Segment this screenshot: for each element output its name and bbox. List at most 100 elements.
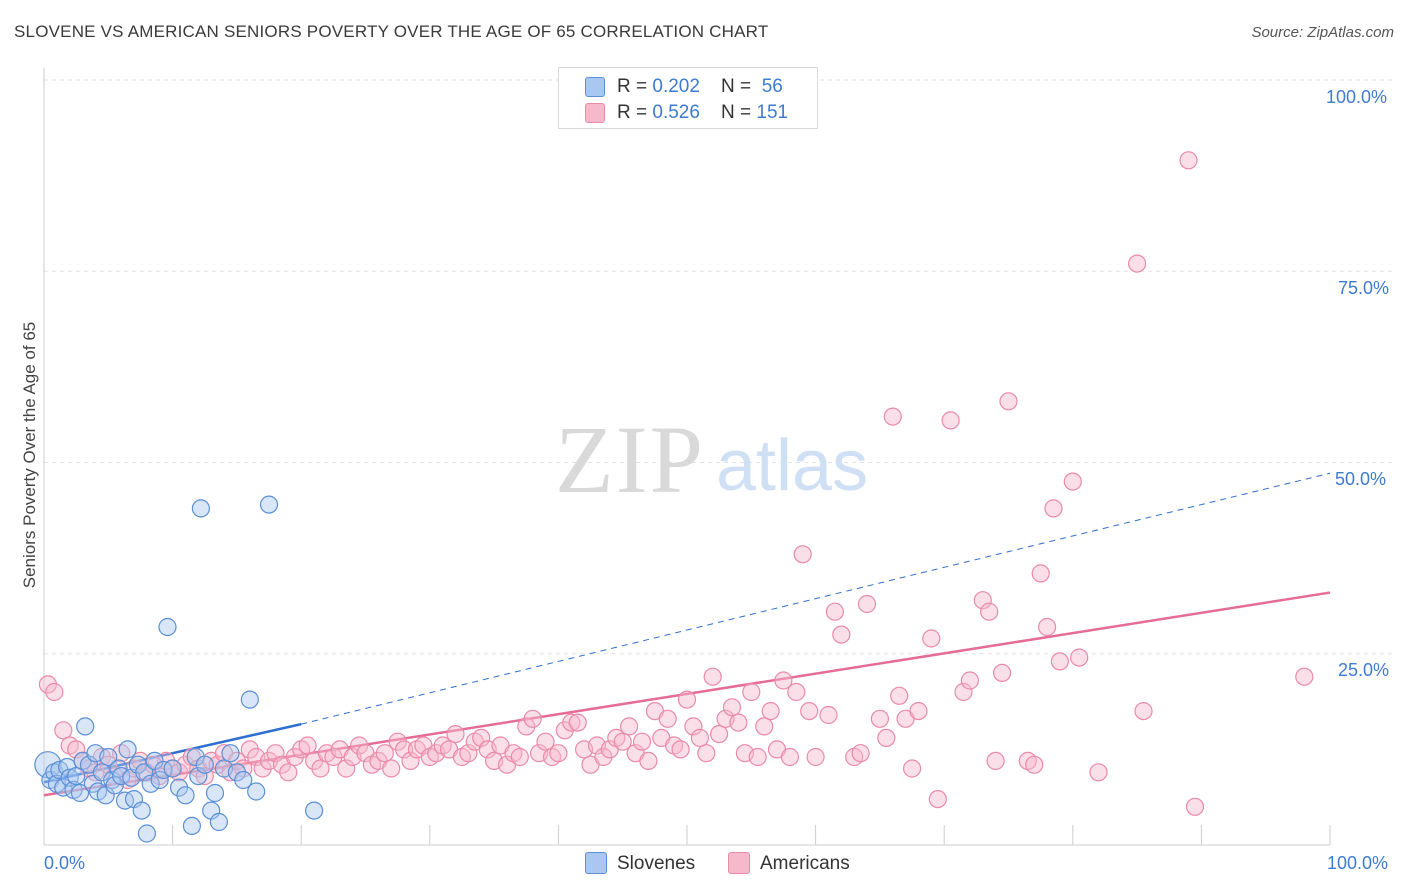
legend-r-label: R = — [617, 76, 653, 97]
american-point — [1025, 755, 1044, 774]
american-point — [639, 751, 658, 771]
slovene-point — [186, 747, 205, 767]
slovene-point — [176, 786, 195, 805]
american-point — [279, 763, 298, 782]
american-point — [54, 721, 73, 740]
american-point — [1050, 652, 1070, 671]
american-point — [549, 744, 568, 763]
american-point — [1037, 617, 1057, 637]
slovene-point — [305, 801, 324, 820]
american-point — [870, 709, 890, 728]
american-point — [877, 728, 896, 748]
slovene-point — [57, 757, 77, 777]
american-point — [883, 407, 902, 426]
slovene-point — [67, 766, 86, 786]
american-point — [658, 709, 677, 728]
american-point — [793, 545, 812, 564]
y-tick-50: 50.0% — [1335, 469, 1387, 489]
american-point — [45, 682, 64, 702]
x-tick-0: 0.0% — [44, 853, 86, 873]
legend-n-label: N = — [721, 76, 757, 97]
slovene-point — [132, 801, 151, 820]
american-point — [459, 744, 478, 763]
correlation-legend: R = 0.202 N = 56 R = 0.526 N = 151 — [558, 67, 818, 129]
slovene-point — [135, 763, 154, 782]
american-point — [562, 713, 581, 732]
american-point — [536, 732, 555, 751]
slovene-point — [141, 774, 160, 793]
american-point — [1295, 667, 1314, 686]
slovene-point — [191, 499, 210, 518]
american-point — [684, 717, 703, 736]
slovene-point — [158, 617, 177, 637]
slovene-point — [118, 740, 137, 759]
slovene-point — [96, 786, 115, 805]
american-point — [510, 747, 529, 767]
slovene-point — [247, 782, 266, 801]
slovenes-trend-extension — [301, 472, 1331, 725]
american-point — [825, 602, 845, 621]
american-point — [1127, 254, 1147, 273]
slovene-point — [240, 690, 259, 709]
american-point — [632, 732, 652, 751]
american-point — [909, 701, 928, 721]
legend-r-label: R = — [617, 102, 653, 123]
american-point — [954, 682, 973, 702]
american-point — [748, 747, 767, 767]
american-point — [523, 709, 542, 728]
x-tick-100: 100.0% — [1327, 853, 1389, 873]
american-point — [1185, 797, 1205, 816]
american-point — [38, 675, 58, 694]
american-point — [613, 732, 632, 751]
american-point — [240, 740, 259, 759]
slovene-point — [76, 717, 95, 736]
legend-r-value-americans: 0.526 — [652, 102, 700, 123]
y-axis-label: Seniors Poverty Over the Age of 65 — [20, 321, 39, 589]
american-point — [285, 747, 304, 767]
american-point — [67, 740, 86, 759]
american-point — [1063, 472, 1082, 491]
american-point — [1070, 648, 1089, 667]
american-point — [677, 690, 697, 709]
slovene-point — [259, 495, 279, 514]
american-point — [375, 744, 394, 763]
chart-title: SLOVENE VS AMERICAN SENIORS POVERTY OVER… — [14, 22, 769, 41]
watermark-zip: ZIP — [555, 406, 705, 513]
americans-legend-label: Americans — [760, 853, 850, 874]
americans-swatch — [585, 103, 605, 123]
american-point — [857, 594, 877, 614]
american-point — [999, 392, 1018, 411]
slovene-point — [150, 770, 169, 790]
slovene-point — [154, 760, 173, 780]
american-point — [324, 747, 343, 767]
american-point — [774, 671, 793, 690]
american-point — [266, 744, 285, 763]
slovene-point — [221, 744, 240, 763]
american-point — [446, 724, 465, 744]
american-point — [472, 728, 491, 748]
american-point — [986, 751, 1005, 771]
american-point — [960, 671, 980, 690]
bottom-legend-americans: Americans — [728, 852, 850, 875]
american-point — [722, 698, 742, 717]
slovenes-points — [34, 495, 324, 843]
slovene-point — [209, 812, 228, 832]
american-point — [337, 759, 356, 778]
americans-legend-swatch — [728, 852, 750, 874]
american-point — [517, 717, 536, 736]
slovene-point — [195, 755, 214, 774]
american-point — [800, 701, 819, 721]
slovenes-swatch — [585, 77, 605, 97]
legend-n-label: N = — [721, 102, 757, 123]
american-point — [395, 740, 414, 759]
american-point — [99, 755, 118, 774]
american-point — [742, 682, 761, 702]
american-point — [851, 744, 870, 763]
american-point — [992, 663, 1012, 683]
american-point — [922, 629, 941, 648]
american-point — [594, 747, 613, 767]
y-tick-75: 75.0% — [1338, 278, 1390, 298]
grid-lines — [44, 79, 1392, 655]
american-point — [806, 747, 825, 767]
axes — [43, 68, 1331, 846]
